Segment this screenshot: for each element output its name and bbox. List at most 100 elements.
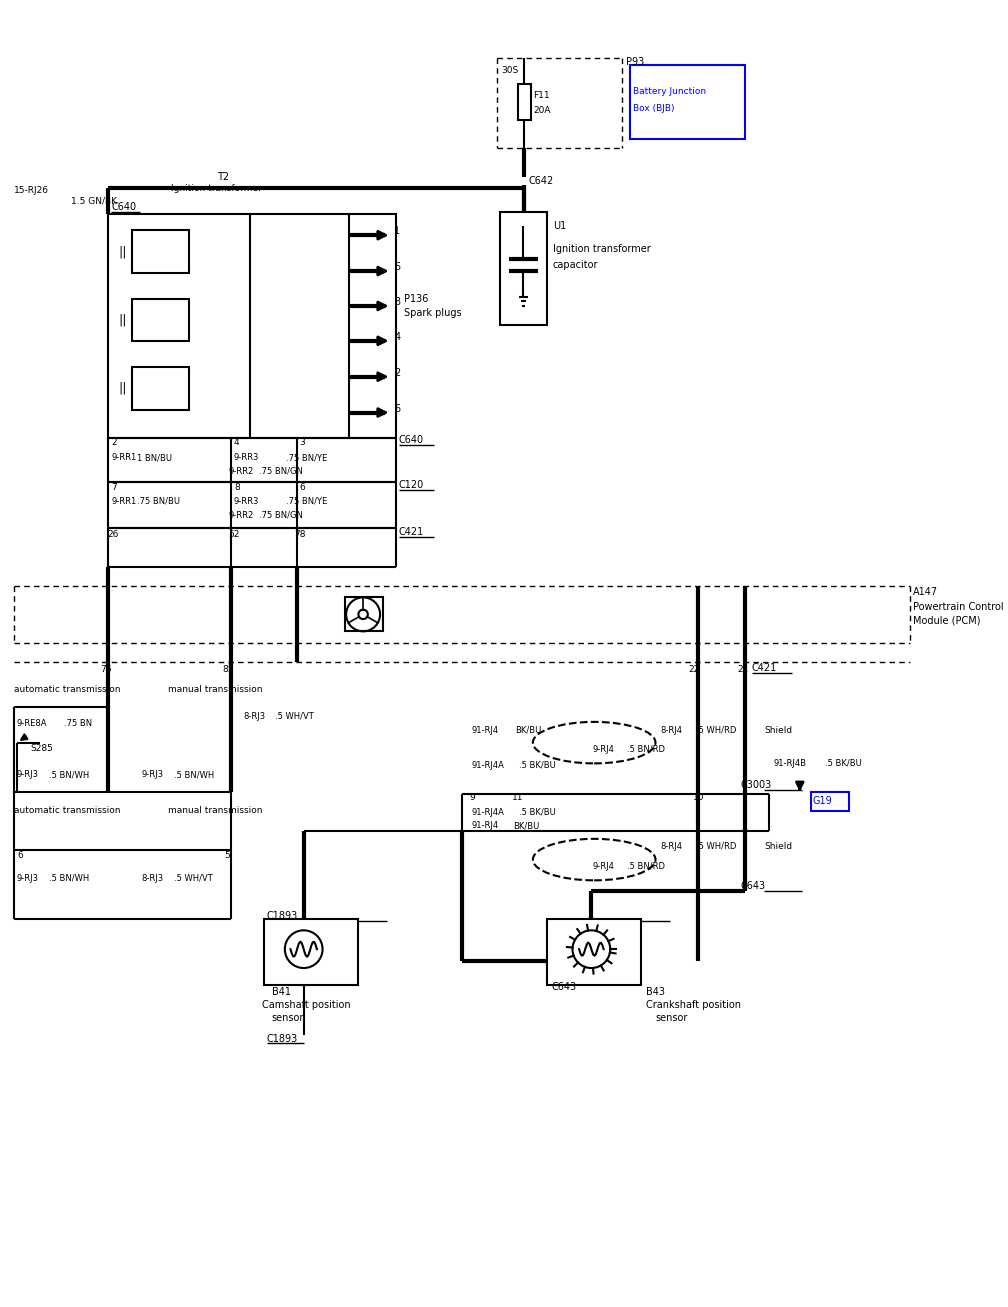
Text: P93: P93 [626,56,644,67]
Bar [132,367,188,409]
Text: 6: 6 [299,482,304,491]
Text: 1: 1 [394,226,400,237]
Text: 9: 9 [470,793,476,801]
Text: C1893: C1893 [267,911,298,921]
Text: BK/BU: BK/BU [513,821,539,830]
Text: .75 BN: .75 BN [65,719,93,728]
Text: .5 BK/BU: .5 BK/BU [826,759,862,769]
Text: 85: 85 [223,664,234,673]
Text: 4: 4 [394,332,400,342]
Text: capacitor: capacitor [552,260,598,271]
Text: .5 BN/RD: .5 BN/RD [627,745,665,754]
Text: Crankshaft position: Crankshaft position [646,1000,741,1010]
Bar [109,214,396,438]
Bar [132,299,188,341]
Text: Shield: Shield [764,725,792,735]
Text: 9-RE8A: 9-RE8A [17,719,47,728]
Bar [132,230,188,273]
Text: manual transmission: manual transmission [168,685,262,694]
Text: .5 BN/WH: .5 BN/WH [49,770,90,779]
Text: 9-RJ4: 9-RJ4 [593,861,614,870]
Text: 9-RR3: 9-RR3 [234,497,259,506]
Text: sensor: sensor [271,1013,304,1023]
Text: Box (BJB): Box (BJB) [633,105,674,114]
Text: .5 WH/RD: .5 WH/RD [697,725,737,735]
Bar [547,919,641,985]
Text: 91-RJ4: 91-RJ4 [472,725,499,735]
Text: 8: 8 [234,482,240,491]
Text: 30S: 30S [502,65,519,74]
Text: Camshaft position: Camshaft position [262,1000,351,1010]
Text: automatic transmission: automatic transmission [14,806,121,816]
Text: 91-RJ4B: 91-RJ4B [773,759,806,769]
Text: A147: A147 [913,587,938,597]
Text: 26: 26 [108,529,119,538]
Text: .75 BN/GN: .75 BN/GN [259,511,303,520]
Text: 21: 21 [738,664,749,673]
Text: C120: C120 [399,480,424,490]
Text: 10: 10 [694,793,705,801]
Text: 3: 3 [299,438,304,447]
Text: Powertrain Control: Powertrain Control [913,601,1004,612]
Text: C640: C640 [111,201,136,212]
Bar [518,85,531,120]
Text: 9-RR1: 9-RR1 [111,454,136,463]
Text: C643: C643 [551,982,577,992]
Text: .75 BN/BU: .75 BN/BU [137,497,179,506]
Text: C643: C643 [740,881,765,891]
Text: T2: T2 [217,171,229,182]
Text: ||: || [118,314,126,327]
Text: 9-RR2: 9-RR2 [228,511,253,520]
Text: .75 BN/GN: .75 BN/GN [259,467,303,476]
Text: BK/BU: BK/BU [515,725,541,735]
Bar [264,919,359,985]
Text: 20A: 20A [533,106,550,115]
Text: .5 BN/WH: .5 BN/WH [174,770,215,779]
Text: 1 BN/BU: 1 BN/BU [137,454,171,463]
Text: sensor: sensor [655,1013,687,1023]
Text: ||: || [118,246,126,259]
Text: .5 BN/RD: .5 BN/RD [627,861,665,870]
Text: 4: 4 [234,438,240,447]
Text: 6: 6 [394,404,400,414]
Text: 9-RJ3: 9-RJ3 [17,874,39,884]
Text: .5 WH/VT: .5 WH/VT [275,712,314,720]
Text: G19: G19 [813,796,833,806]
Text: 2: 2 [111,438,117,447]
Text: Battery Junction: Battery Junction [633,88,706,97]
Text: 8-RJ3: 8-RJ3 [141,874,163,884]
Text: .75 BN/YE: .75 BN/YE [286,454,327,463]
Text: Module (PCM): Module (PCM) [913,616,981,625]
Text: C640: C640 [399,435,424,444]
Text: 8-RJ4: 8-RJ4 [660,725,682,735]
Text: 22: 22 [688,664,700,673]
Text: C1893: C1893 [267,1034,298,1044]
Bar [630,65,745,139]
Text: 15-RJ26: 15-RJ26 [14,187,49,195]
Text: 3: 3 [394,297,400,307]
Text: 6: 6 [17,851,23,860]
Text: .5 BK/BU: .5 BK/BU [519,761,555,770]
Text: 2: 2 [394,367,400,378]
Text: .5 WH/RD: .5 WH/RD [697,842,737,851]
Text: 78: 78 [294,529,305,538]
Text: C421: C421 [399,527,424,537]
Text: 76: 76 [100,664,112,673]
Bar [500,212,547,325]
Bar [811,792,849,810]
Text: C3003: C3003 [740,780,771,789]
Text: .5 WH/VT: .5 WH/VT [174,874,214,884]
Text: B41: B41 [271,987,290,997]
Text: B43: B43 [646,987,665,997]
Text: .75 BN/YE: .75 BN/YE [286,497,327,506]
Text: 91-RJ4A: 91-RJ4A [472,761,504,770]
Text: 5: 5 [394,263,400,272]
Bar [345,597,383,631]
Text: 91-RJ4: 91-RJ4 [472,821,499,830]
Text: Ignition transformer: Ignition transformer [552,244,650,255]
Text: Ignition transformer: Ignition transformer [171,183,262,192]
Text: 9-RR3: 9-RR3 [234,454,259,463]
Text: manual transmission: manual transmission [168,806,262,816]
Text: 91-RJ4A: 91-RJ4A [472,808,504,817]
Text: 9-RR1: 9-RR1 [111,497,136,506]
